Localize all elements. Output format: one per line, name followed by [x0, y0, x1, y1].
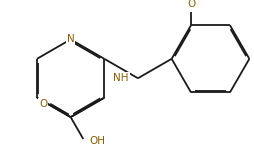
- Text: N: N: [67, 34, 74, 44]
- Text: O: O: [39, 98, 47, 109]
- Text: NH: NH: [113, 73, 129, 83]
- Text: OH: OH: [89, 136, 105, 146]
- Text: O: O: [187, 0, 195, 9]
